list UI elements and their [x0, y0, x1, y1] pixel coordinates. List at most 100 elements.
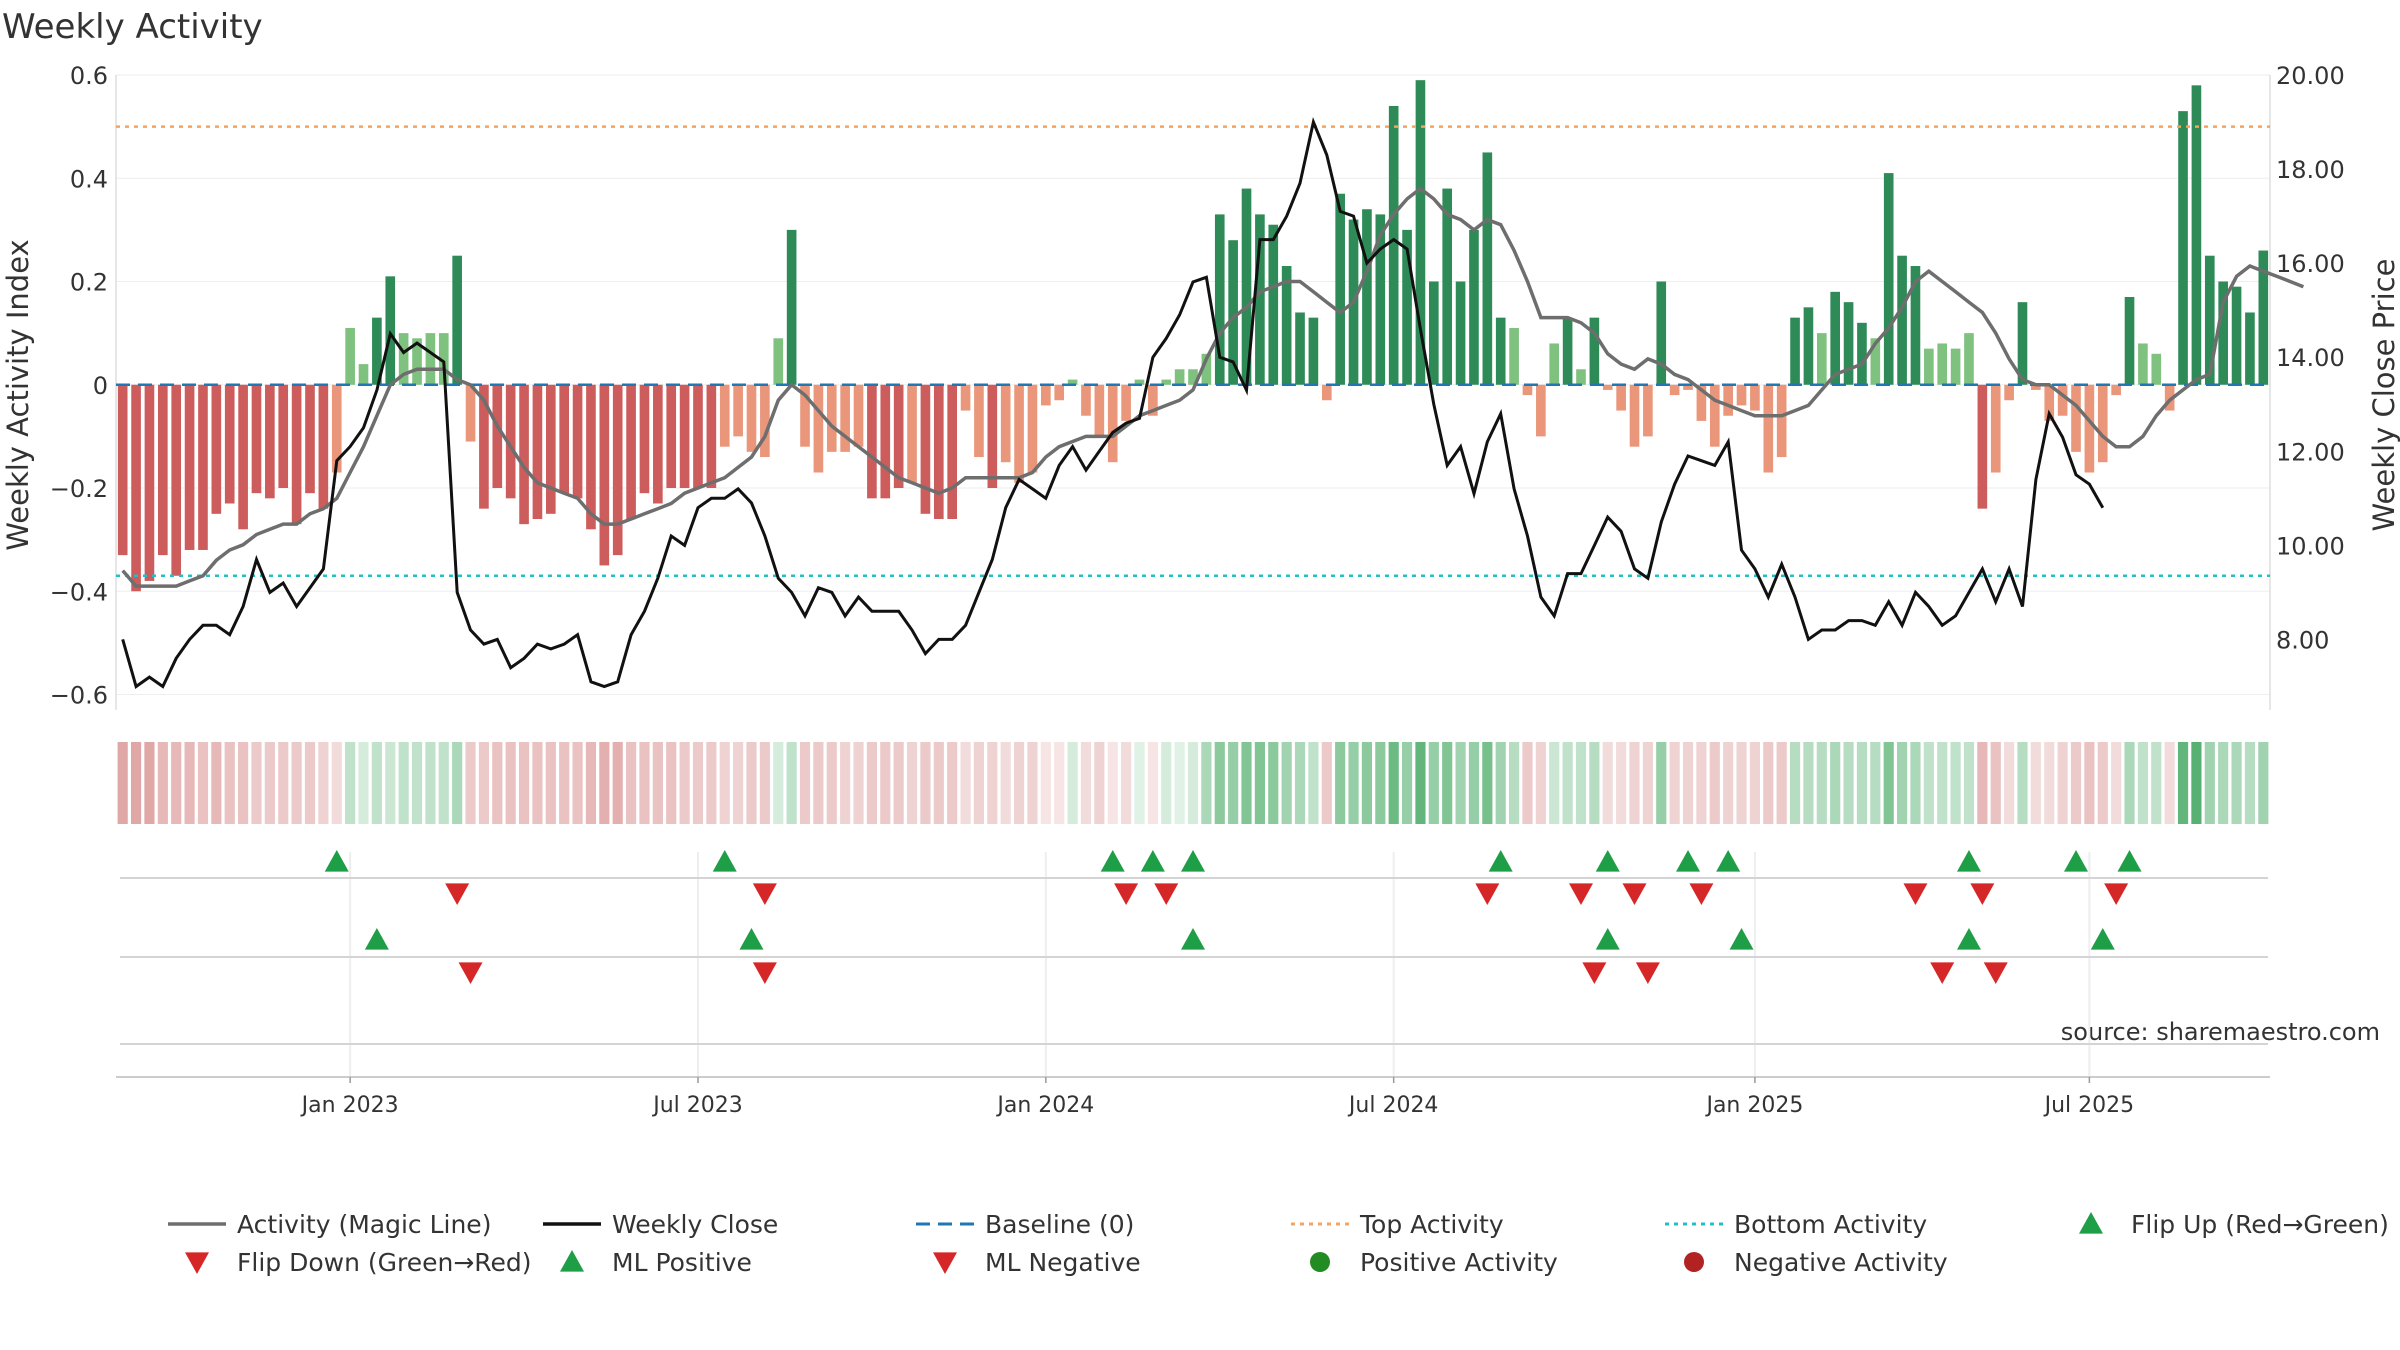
activity-bar	[425, 333, 436, 385]
shading-cell	[585, 742, 597, 824]
activity-bar	[1790, 317, 1800, 385]
activity-bar	[1696, 384, 1707, 421]
activity-bar	[1228, 240, 1238, 385]
activity-bar	[2017, 302, 2028, 385]
activity-bar	[465, 384, 476, 442]
activity-bar	[1041, 384, 1051, 406]
activity-bar	[1321, 384, 1332, 401]
activity-bar	[2044, 384, 2055, 421]
activity-bar	[1763, 384, 1774, 473]
activity-bar	[1295, 312, 1305, 385]
shading-cell	[1602, 742, 1613, 824]
x-tick-label: Jan 2023	[300, 1093, 399, 1118]
ml-negative-marker	[1582, 962, 1607, 984]
shading-cell	[759, 742, 770, 824]
activity-bar	[1522, 384, 1533, 396]
activity-bar	[1669, 384, 1680, 396]
flip-down-marker	[2104, 883, 2129, 905]
activity-bar	[1495, 317, 1506, 385]
x-tick-label: Jul 2023	[651, 1093, 743, 1118]
ml-negative-marker	[1983, 962, 2008, 984]
activity-bar	[1281, 266, 1292, 385]
shading-cell	[786, 742, 797, 824]
activity-bar	[1723, 384, 1733, 416]
shading-cell	[1080, 742, 1092, 824]
shading-cell	[1923, 742, 1934, 824]
activity-bar	[144, 384, 155, 581]
flip-down-marker	[1114, 883, 1139, 905]
y-tick-label: −0.4	[50, 578, 108, 606]
activity-bar	[1629, 384, 1640, 447]
shading-cell	[1000, 742, 1011, 824]
shading-cell	[1201, 742, 1212, 824]
shading-cell	[626, 742, 637, 824]
activity-bar	[1081, 384, 1091, 416]
activity-bar	[626, 384, 636, 519]
shading-cell	[1950, 742, 1961, 824]
ml-negative-marker	[1635, 962, 1660, 984]
activity-bar	[1562, 317, 1573, 385]
shading-cell	[157, 742, 168, 824]
shading-cell	[1121, 742, 1132, 824]
ml-positive-marker	[364, 928, 389, 950]
shading-cell	[291, 742, 302, 824]
activity-bar	[198, 384, 208, 550]
activity-bar	[2124, 296, 2135, 385]
y-tick-label: −0.6	[50, 682, 108, 710]
activity-bar	[385, 276, 396, 385]
shading-cell	[2137, 742, 2148, 824]
activity-bar	[1750, 384, 1760, 411]
activity-bar	[2178, 111, 2188, 385]
shading-cell	[1562, 742, 1573, 824]
shading-cell	[1990, 742, 2001, 824]
shading-cell	[813, 742, 824, 824]
activity-bar	[773, 338, 784, 385]
shading-cell	[184, 742, 195, 824]
shading-cell	[2044, 742, 2055, 824]
activity-bar	[1027, 384, 1038, 473]
shading-cell	[1214, 742, 1225, 824]
shading-cell	[2258, 742, 2269, 824]
shading-cell	[947, 742, 958, 824]
activity-bar	[1870, 338, 1881, 385]
activity-bar	[532, 384, 543, 519]
y2-tick-label: 8.00	[2276, 626, 2329, 654]
shading-cell	[2004, 742, 2015, 824]
activity-bar	[2218, 281, 2228, 385]
legend-swatch-positive	[1310, 1252, 1330, 1272]
activity-bar	[1375, 214, 1386, 385]
shading-cell	[345, 742, 356, 824]
shading-cell	[1723, 742, 1734, 824]
flip-up-marker	[1676, 850, 1701, 872]
activity-bar	[1308, 317, 1319, 385]
activity-bar	[1656, 281, 1667, 385]
activity-bar	[693, 384, 703, 489]
flip-up-marker	[1100, 850, 1125, 872]
shading-cell	[211, 742, 222, 824]
ml-positive-marker	[2090, 928, 2115, 950]
shading-cell	[2030, 742, 2041, 824]
shading-cell	[1482, 742, 1493, 824]
shading-cell	[1308, 742, 1319, 824]
legend-label: Negative Activity	[1734, 1248, 1948, 1277]
activity-bar	[117, 384, 128, 556]
shading-cell	[1776, 742, 1787, 824]
activity-bar	[2204, 255, 2215, 385]
activity-bar	[1964, 333, 1974, 385]
ml-negative-marker	[752, 962, 777, 984]
shading-cell	[171, 742, 182, 824]
shading-cell	[1803, 742, 1814, 824]
shading-cell	[452, 742, 463, 824]
activity-bar	[1549, 343, 1560, 385]
shading-cell	[465, 742, 476, 824]
activity-bar	[1161, 379, 1172, 385]
activity-bar	[974, 384, 984, 458]
shading-cell	[1575, 742, 1587, 824]
shading-cell	[1589, 742, 1600, 824]
activity-bar	[867, 384, 877, 499]
activity-bar	[1014, 384, 1024, 483]
activity-bar	[746, 384, 757, 452]
shading-cell	[933, 742, 944, 824]
shading-cell	[1013, 742, 1025, 824]
shading-cell	[1549, 742, 1560, 824]
